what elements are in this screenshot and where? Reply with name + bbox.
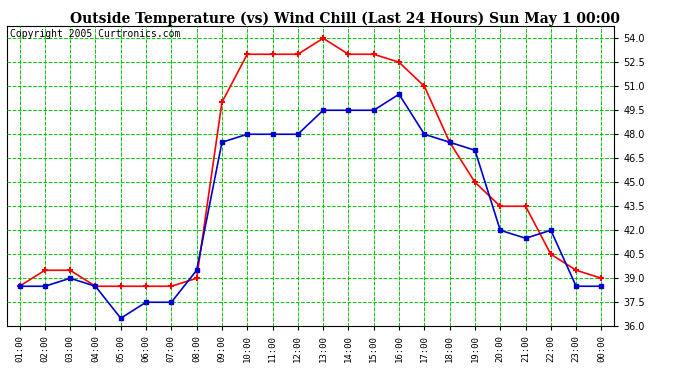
Text: Outside Temperature (vs) Wind Chill (Last 24 Hours) Sun May 1 00:00: Outside Temperature (vs) Wind Chill (Las…	[70, 11, 620, 26]
Text: Copyright 2005 Curtronics.com: Copyright 2005 Curtronics.com	[10, 29, 180, 39]
